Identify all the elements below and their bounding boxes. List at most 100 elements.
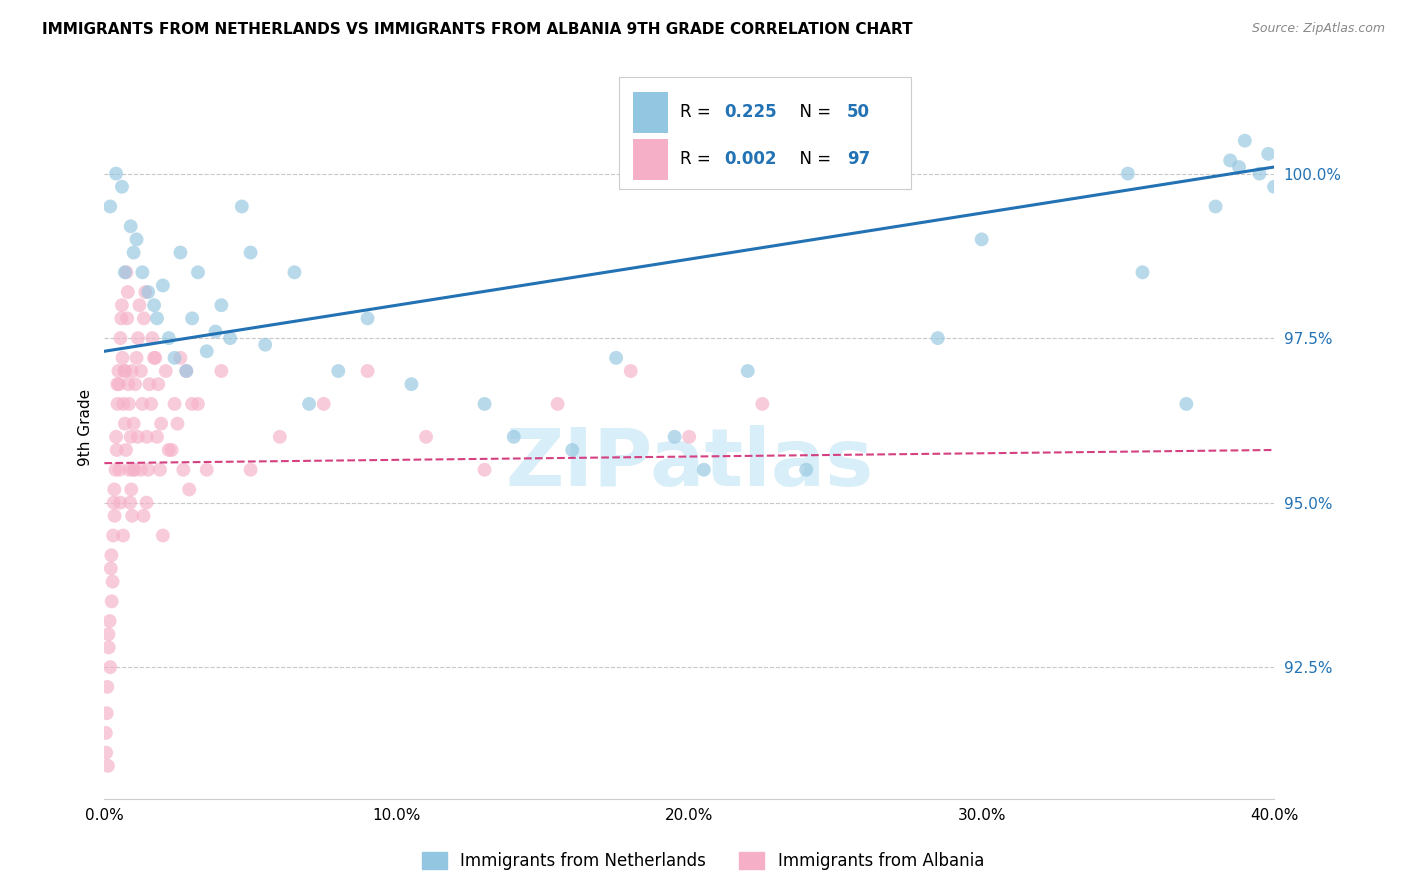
Point: [169, 351, 191, 365]
Y-axis label: 9th Grade: 9th Grade: [79, 388, 93, 466]
Point: [112, 528, 135, 542]
Point: [138, 377, 160, 392]
Point: [97, 759, 120, 773]
Point: [152, 278, 174, 293]
Point: [100, 561, 122, 575]
Point: [163, 351, 186, 365]
Point: [105, 430, 128, 444]
FancyBboxPatch shape: [633, 139, 668, 180]
Point: [118, 397, 141, 411]
Point: [143, 298, 166, 312]
Point: [751, 397, 773, 411]
Point: [120, 430, 142, 444]
Point: [124, 463, 146, 477]
Point: [135, 430, 157, 444]
Point: [547, 397, 569, 411]
Point: [160, 442, 183, 457]
Point: [98, 660, 121, 674]
Point: [678, 430, 700, 444]
Point: [181, 397, 204, 411]
Point: [114, 265, 136, 279]
Point: [97, 627, 120, 641]
Point: [157, 442, 180, 457]
Point: [794, 463, 817, 477]
FancyBboxPatch shape: [633, 92, 668, 133]
Point: [1205, 199, 1227, 213]
Point: [117, 377, 139, 392]
Point: [401, 377, 423, 392]
Point: [136, 463, 159, 477]
Point: [664, 430, 686, 444]
Point: [1116, 167, 1139, 181]
Point: [105, 167, 128, 181]
Point: [108, 495, 131, 509]
Point: [356, 311, 378, 326]
Point: [129, 364, 152, 378]
Point: [1175, 397, 1198, 411]
Point: [1263, 179, 1285, 194]
Point: [125, 351, 148, 365]
Point: [131, 397, 153, 411]
Point: [105, 442, 128, 457]
Point: [114, 364, 136, 378]
Point: [141, 331, 163, 345]
Point: [135, 495, 157, 509]
Point: [209, 364, 232, 378]
Point: [328, 364, 350, 378]
Point: [121, 364, 143, 378]
Text: 97: 97: [848, 150, 870, 169]
Point: [125, 232, 148, 246]
Point: [124, 377, 146, 392]
Point: [970, 232, 993, 246]
Point: [143, 351, 166, 365]
Point: [132, 508, 155, 523]
Point: [356, 364, 378, 378]
Point: [112, 364, 135, 378]
Point: [122, 463, 145, 477]
Point: [474, 463, 496, 477]
Point: [172, 463, 194, 477]
Text: ZIPatlas: ZIPatlas: [505, 425, 873, 503]
Point: [1219, 153, 1241, 168]
Point: [112, 397, 135, 411]
Point: [114, 417, 136, 431]
Point: [101, 528, 124, 542]
Point: [110, 331, 132, 345]
Point: [111, 298, 134, 312]
Point: [605, 351, 627, 365]
Point: [239, 463, 262, 477]
Point: [143, 351, 166, 365]
Point: [179, 483, 201, 497]
Point: [312, 397, 335, 411]
Point: [101, 574, 124, 589]
Point: [107, 364, 129, 378]
Point: [166, 417, 188, 431]
Point: [117, 285, 139, 299]
Point: [927, 331, 949, 345]
Point: [111, 179, 134, 194]
Point: [174, 364, 197, 378]
Point: [129, 463, 152, 477]
Point: [132, 311, 155, 326]
Point: [100, 549, 122, 563]
Point: [231, 199, 253, 213]
Point: [239, 245, 262, 260]
Point: [620, 364, 643, 378]
Point: [136, 285, 159, 299]
Point: [148, 377, 170, 392]
Point: [298, 397, 321, 411]
Point: [1257, 146, 1279, 161]
Point: [120, 219, 142, 234]
Point: [415, 430, 437, 444]
Point: [195, 344, 218, 359]
Point: [94, 746, 117, 760]
Point: [1132, 265, 1154, 279]
Point: [146, 430, 169, 444]
Point: [115, 265, 138, 279]
Point: [108, 463, 131, 477]
Point: [115, 442, 138, 457]
Point: [100, 594, 122, 608]
Text: 0.225: 0.225: [724, 103, 778, 121]
Point: [204, 325, 226, 339]
Point: [128, 298, 150, 312]
